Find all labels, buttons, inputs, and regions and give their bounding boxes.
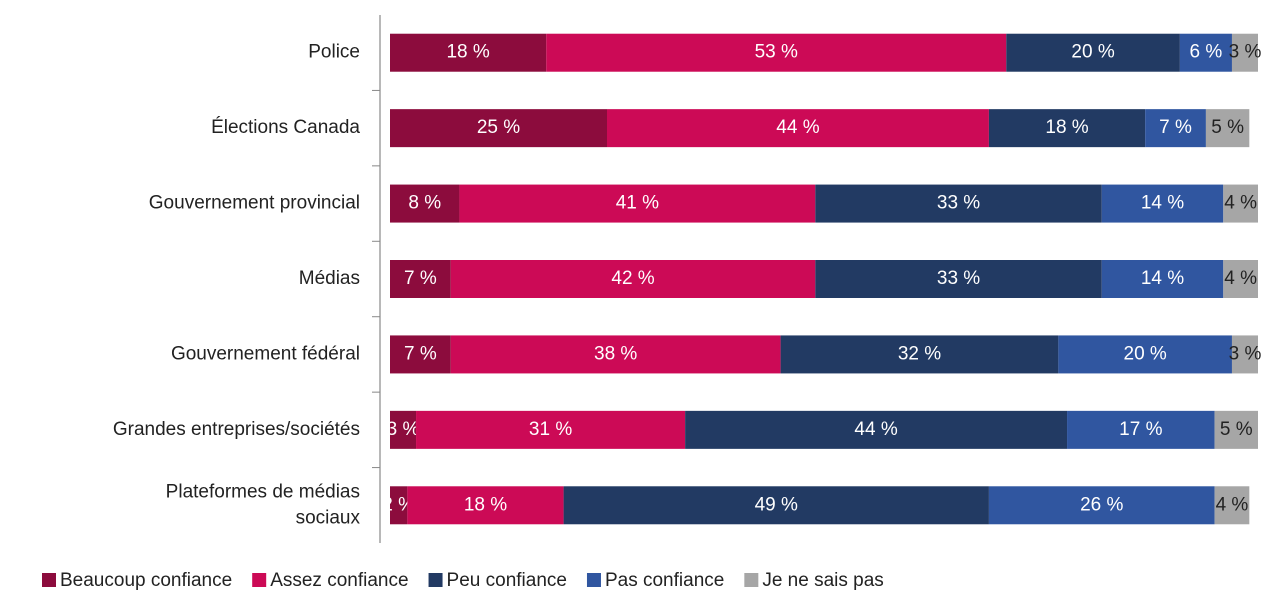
bar-segment [1214, 486, 1250, 525]
data-label: 3 % [387, 419, 420, 440]
data-label: 4 % [1224, 268, 1257, 289]
bar-segment [1006, 33, 1180, 72]
data-label: 42 % [611, 268, 654, 289]
legend-label: Assez confiance [270, 570, 408, 591]
bar-segment [1231, 33, 1258, 72]
data-label: 14 % [1141, 268, 1184, 289]
bar-segment [390, 109, 607, 148]
data-label: 44 % [854, 419, 897, 440]
data-label: 44 % [776, 117, 819, 138]
bar-segment [563, 486, 989, 525]
data-label: 33 % [937, 193, 980, 214]
bar-segment [546, 33, 1007, 72]
bar-segment [450, 260, 816, 298]
data-label: 41 % [616, 193, 659, 214]
data-label: 7 % [404, 343, 437, 364]
data-label: 32 % [898, 343, 941, 364]
bar-segment [416, 410, 686, 449]
data-label: 7 % [404, 268, 437, 289]
data-label: 33 % [937, 268, 980, 289]
bar-segment [815, 260, 1102, 298]
bar-segment [988, 109, 1146, 148]
bar-segment [1179, 33, 1232, 72]
category-label-line: sociaux [296, 507, 361, 528]
data-label: 20 % [1071, 42, 1114, 63]
bar-segment [390, 260, 451, 298]
bar-segment [1223, 184, 1258, 223]
legend-swatch [428, 573, 443, 587]
data-label: 2 % [382, 494, 415, 515]
bar-segment [1058, 335, 1232, 374]
category-label: Élections Canada [211, 117, 360, 138]
data-label: 5 % [1211, 117, 1244, 138]
data-label: 8 % [408, 193, 441, 214]
category-label: Grandes entreprises/sociétés [113, 419, 360, 440]
data-label: 20 % [1124, 343, 1167, 364]
category-label: Médias [299, 268, 360, 289]
data-label: 18 % [446, 42, 489, 63]
bar-segment [1145, 109, 1206, 148]
bar-segment [1223, 260, 1258, 298]
legend-label: Beaucoup confiance [60, 570, 232, 591]
category-label: Police [308, 42, 360, 63]
data-label: 5 % [1220, 419, 1253, 440]
bar-segment [607, 109, 989, 148]
bar-segment [1205, 109, 1250, 148]
legend-swatch [252, 573, 267, 587]
data-label: 14 % [1141, 193, 1184, 214]
data-label: 18 % [464, 494, 507, 515]
data-label: 49 % [755, 494, 798, 515]
category-label: Gouvernement fédéral [171, 343, 360, 364]
data-label: 26 % [1080, 494, 1123, 515]
bar-segment [1231, 335, 1258, 374]
legend-swatch [586, 573, 601, 587]
legend-label: Pas confiance [605, 570, 724, 591]
bar-segment [1214, 410, 1258, 449]
bar-segment [407, 486, 564, 525]
data-label: 18 % [1045, 117, 1088, 138]
data-label: 25 % [477, 117, 520, 138]
bar-segment [390, 184, 460, 223]
bar-segment [1101, 184, 1224, 223]
bar-segment [815, 184, 1102, 223]
category-label-line: Plateformes de médias [166, 481, 360, 502]
legend-swatch [744, 573, 759, 587]
bar-segment [390, 410, 417, 449]
category-label: Plateformes de médias sociaux [166, 481, 361, 528]
bar-segment [390, 486, 408, 525]
bar-segment [685, 410, 1068, 449]
data-label: 31 % [529, 419, 572, 440]
bar-segment [450, 335, 781, 374]
data-label: 3 % [1229, 343, 1262, 364]
data-label: 17 % [1119, 419, 1162, 440]
bar-segment [459, 184, 816, 223]
data-label: 6 % [1190, 42, 1223, 63]
legend-swatch [42, 573, 56, 587]
bar-segment [1067, 410, 1215, 449]
bar-segment [390, 335, 451, 374]
category-label: Gouvernement provincial [149, 193, 360, 214]
data-label: 4 % [1216, 494, 1249, 515]
bar-segment [780, 335, 1059, 374]
data-label: 3 % [1229, 42, 1262, 63]
bar-segment [390, 33, 547, 72]
legend-label: Je ne sais pas [762, 570, 883, 591]
bar-segment [1101, 260, 1224, 298]
data-label: 53 % [755, 42, 798, 63]
data-label: 38 % [594, 343, 637, 364]
data-label: 4 % [1224, 193, 1257, 214]
bar-segment [988, 486, 1215, 525]
legend-label: Peu confiance [447, 570, 567, 591]
data-label: 7 % [1159, 117, 1192, 138]
